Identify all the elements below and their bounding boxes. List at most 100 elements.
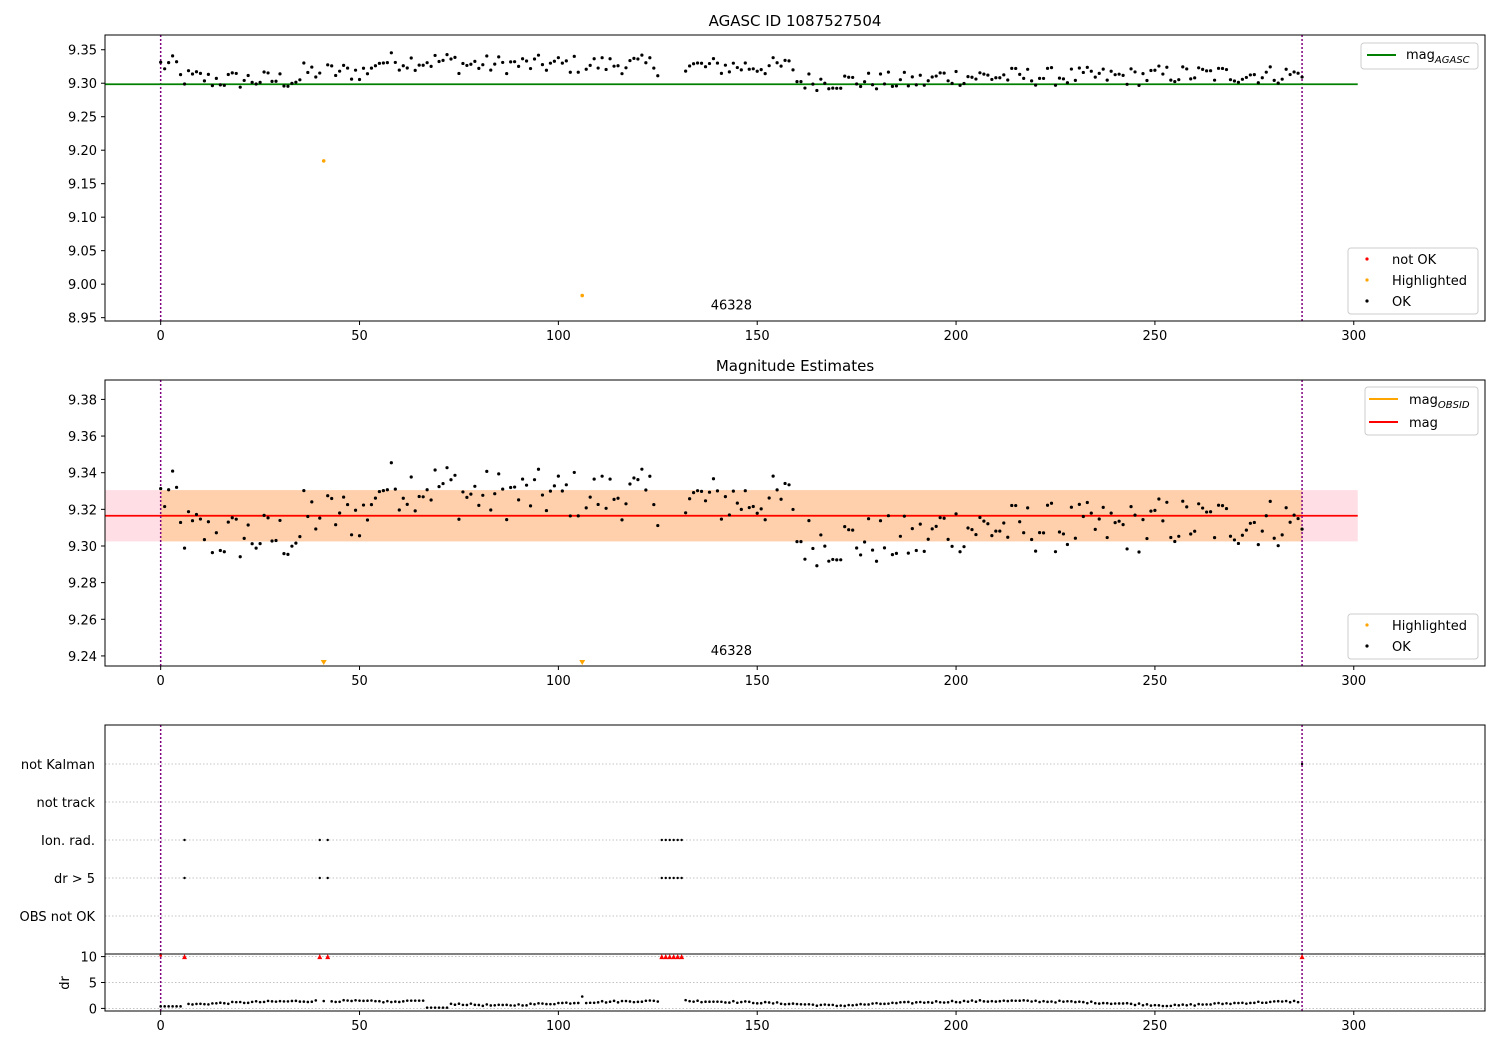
ok-point [799, 80, 803, 84]
ok-point [994, 529, 998, 533]
ok-point [1061, 77, 1066, 81]
dr-point [640, 1000, 644, 1003]
ok-point [719, 71, 724, 76]
ok-point [1300, 75, 1304, 79]
dr-point [278, 999, 282, 1003]
ok-point [767, 64, 771, 68]
dr-point [250, 1000, 254, 1004]
dr-point [1058, 999, 1061, 1003]
ok-point [843, 525, 847, 529]
magnitude-xtick-label: 0 [157, 674, 165, 689]
ok-point [1260, 76, 1264, 80]
flags-panel-frame [104, 724, 1486, 1012]
dr-point [203, 1002, 206, 1006]
flag-row-label: dr > 5 [54, 872, 95, 887]
ok-point [898, 78, 902, 82]
ok-point [405, 66, 409, 70]
ok-point [978, 515, 982, 520]
ok-point [954, 69, 958, 74]
dr-point [572, 1001, 576, 1005]
ok-point [234, 517, 238, 521]
ok-point [254, 82, 258, 86]
ok-point [198, 71, 203, 75]
ok-point [1109, 511, 1113, 515]
ok-point [314, 527, 318, 531]
ok-point [930, 75, 934, 79]
ok-point [282, 552, 286, 556]
dr-point [401, 1000, 405, 1003]
ok-point [584, 67, 588, 71]
ok-point [632, 476, 636, 480]
ok-point [389, 51, 393, 55]
legend-label-mag: mag [1409, 416, 1438, 431]
dr-point [1185, 1003, 1189, 1007]
ok-point [385, 488, 389, 492]
ok-point [707, 61, 712, 66]
ok-point [413, 509, 417, 513]
dr-point [1141, 1003, 1145, 1007]
dr-point [565, 1001, 568, 1004]
legend-marker-ok [1365, 299, 1369, 303]
ok-point [441, 58, 445, 63]
ok-point [1240, 77, 1245, 81]
ok-point [1141, 71, 1145, 76]
dr-point [1097, 1002, 1101, 1005]
dr-point [632, 1000, 636, 1004]
highlighted-offscale-marker [320, 660, 327, 665]
ok-point [1292, 70, 1296, 74]
ok-point [1173, 79, 1177, 84]
ok-point [409, 56, 413, 60]
ok-point [445, 466, 449, 470]
dr-point [708, 1000, 711, 1004]
ok-point [266, 516, 270, 520]
ok-point [731, 61, 735, 65]
dr-point [306, 1000, 310, 1004]
dr-point [950, 999, 954, 1003]
ok-point [719, 517, 724, 521]
ok-point [604, 506, 608, 510]
ok-point [1228, 78, 1233, 82]
dr-point [596, 1001, 600, 1004]
dr-point [1284, 999, 1288, 1003]
ok-point [624, 502, 628, 506]
ok-point [616, 496, 620, 500]
dr-point [740, 1000, 743, 1004]
dr-point [171, 1005, 174, 1008]
ok-point [1125, 547, 1129, 551]
dr-clipped-marker [317, 954, 323, 960]
ok-point [1181, 65, 1185, 69]
ok-point [1133, 513, 1137, 517]
ok-point [330, 64, 334, 68]
ok-point [1201, 67, 1205, 71]
ok-point [401, 64, 405, 68]
ok-point [739, 68, 743, 72]
ok-point [159, 486, 163, 491]
ok-point [238, 85, 242, 89]
ok-point [361, 66, 366, 70]
dr-point [1022, 999, 1025, 1002]
ok-point [421, 63, 425, 67]
ok-point [962, 81, 966, 86]
ok-point [1212, 536, 1217, 540]
ok-point [1041, 76, 1046, 81]
legend-label-not-ok: not OK [1392, 253, 1437, 268]
ok-point [397, 68, 401, 72]
dr-point [1125, 1001, 1129, 1005]
ok-point [950, 81, 954, 85]
dr-point [835, 1004, 839, 1008]
dr-point [1082, 1000, 1085, 1004]
dr-point [1109, 1002, 1113, 1006]
ok-point [986, 522, 990, 526]
ok-point [1228, 534, 1233, 538]
ok-point [688, 497, 692, 501]
ok-point [588, 63, 592, 67]
ok-point [1105, 535, 1109, 540]
ok-point [1030, 79, 1034, 83]
dr-point [986, 1000, 990, 1003]
ok-point [314, 75, 318, 79]
dr-point [234, 1000, 238, 1004]
dr-point [242, 1001, 246, 1005]
dr-point [656, 1000, 660, 1003]
dr-point [1181, 1003, 1185, 1006]
ok-point [874, 87, 879, 91]
